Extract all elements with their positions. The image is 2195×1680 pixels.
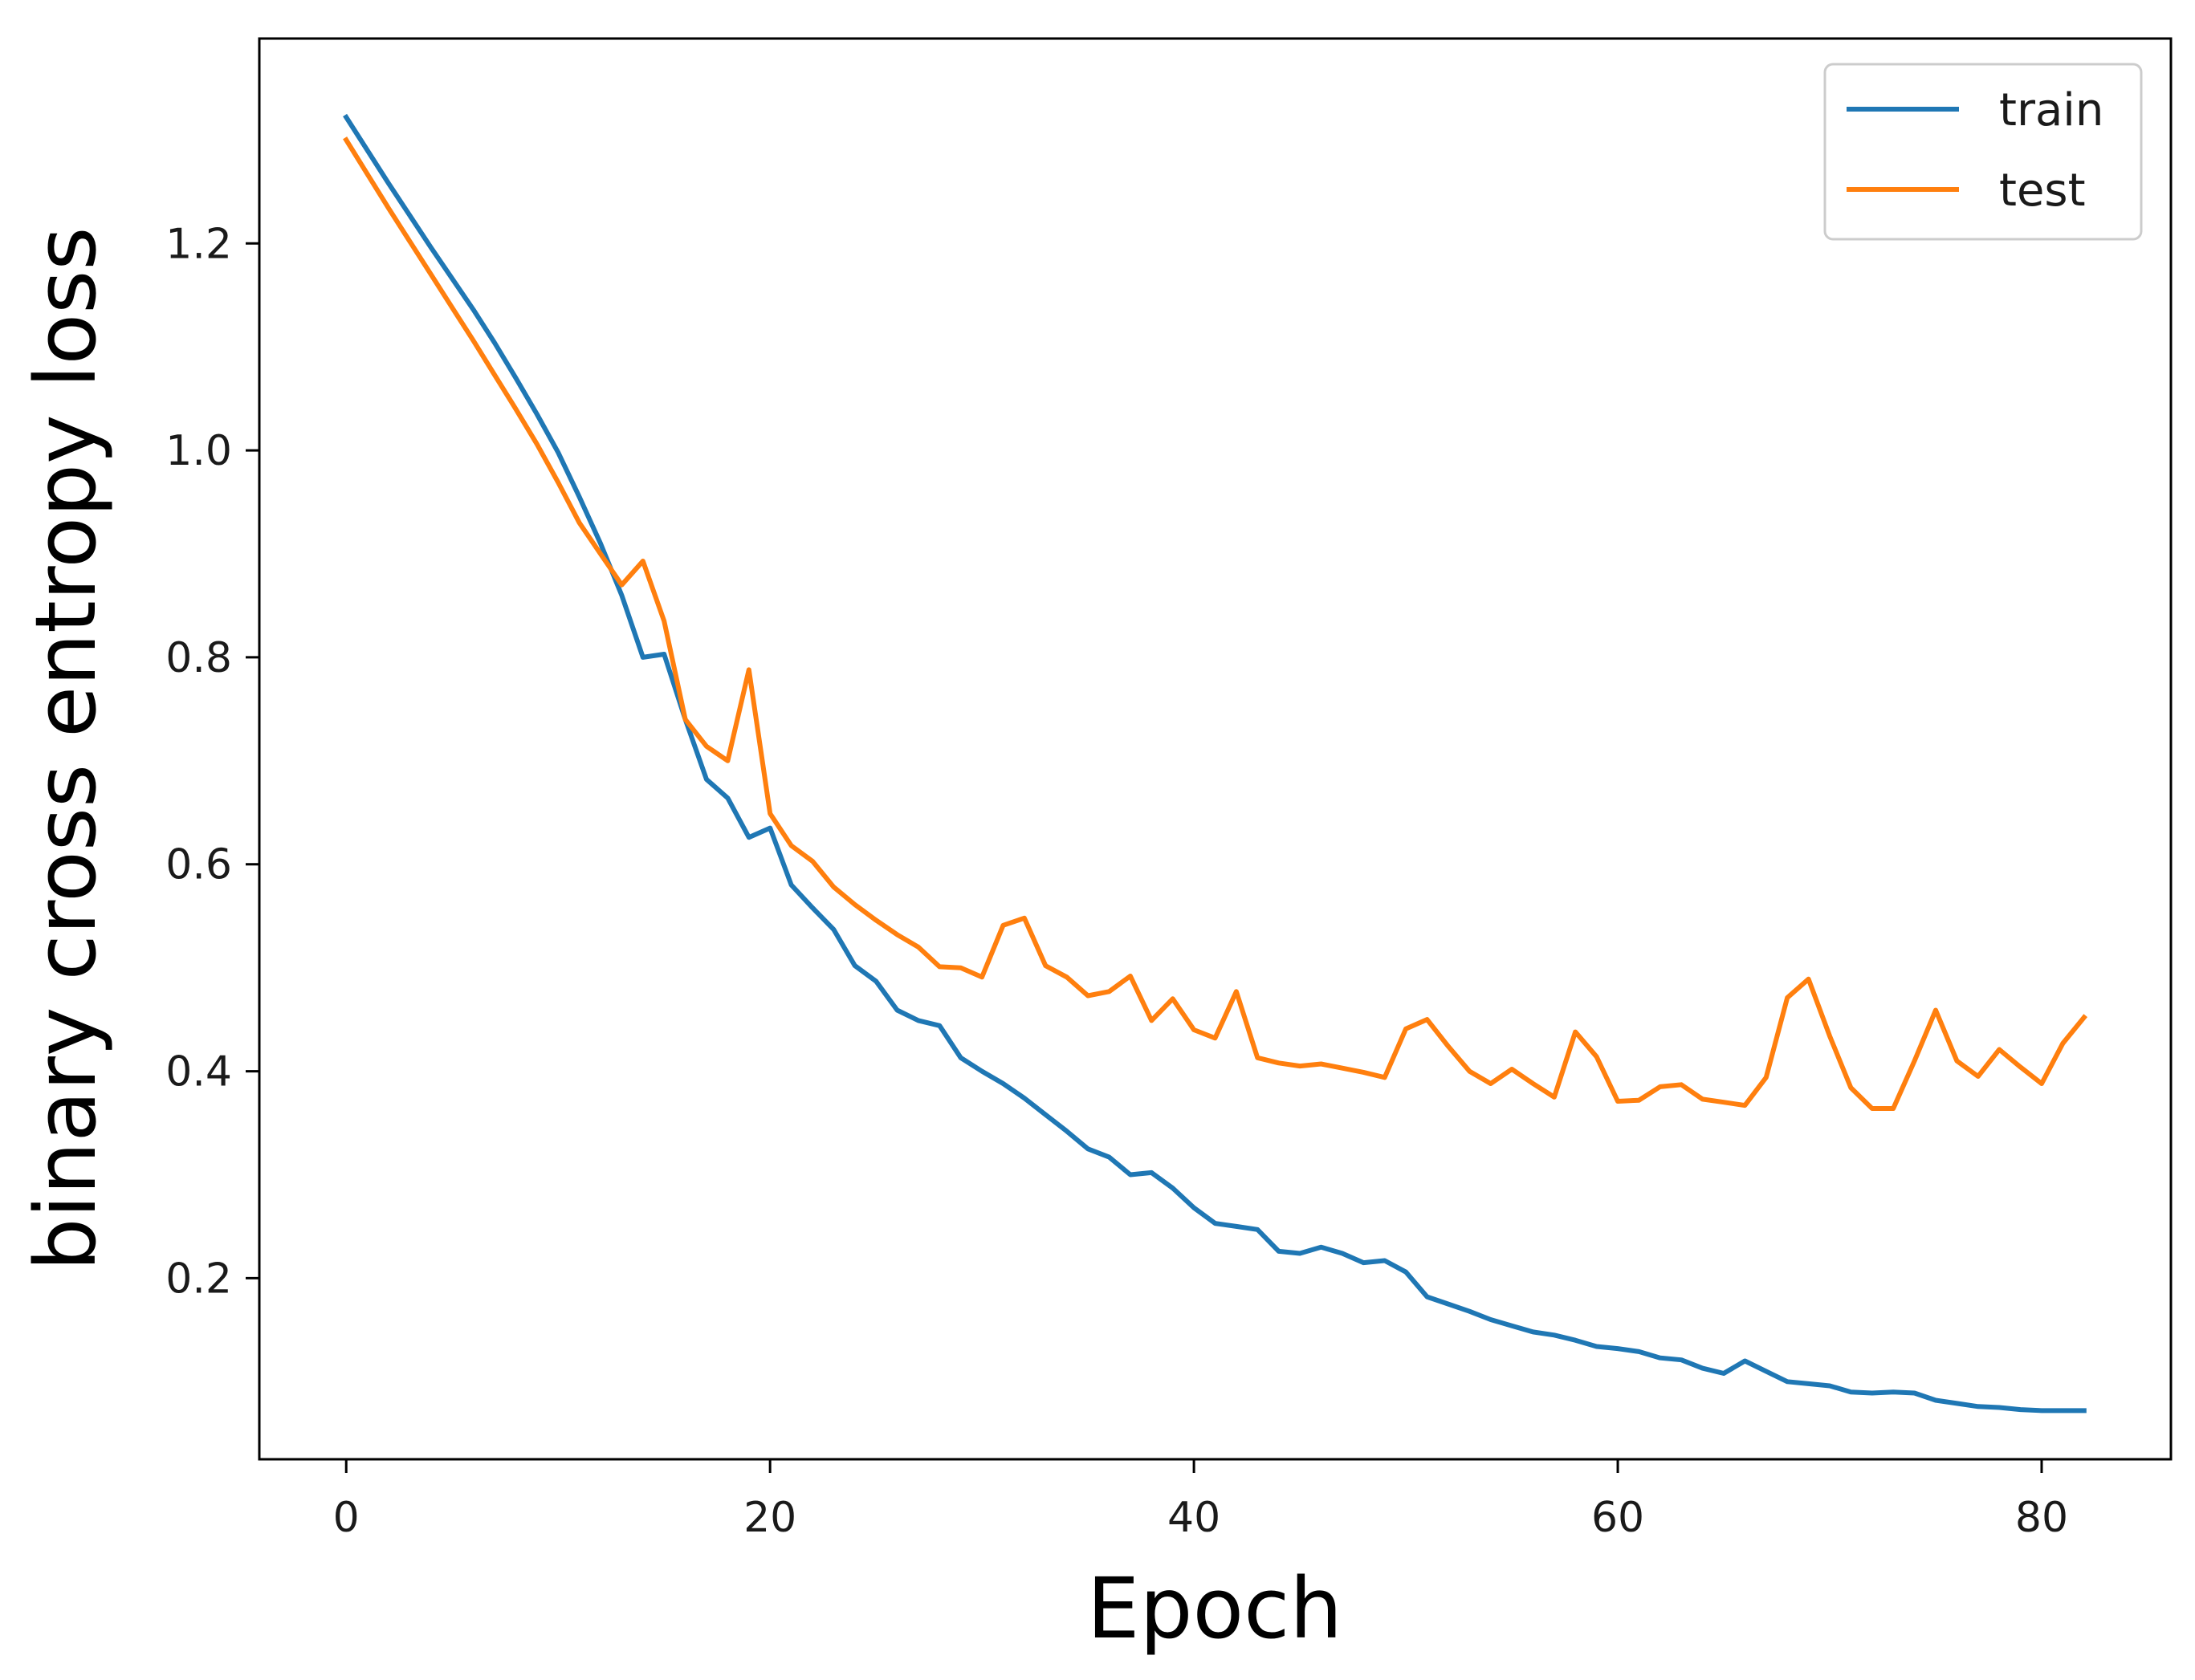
x-axis: 0 20 40 60 80 [333,1459,2068,1542]
y-tick-label: 0.8 [165,634,232,682]
y-tick-label: 1.0 [165,427,232,475]
series-line-test [343,136,2088,1111]
x-tick-label: 0 [333,1494,360,1542]
legend-label-train: train [1999,84,2103,136]
y-axis: 0.2 0.4 0.6 0.8 1.0 1.2 [165,220,259,1303]
x-tick-label: 40 [1167,1494,1220,1542]
x-tick-label: 80 [2015,1494,2068,1542]
series-layer [343,113,2088,1414]
legend-label-test: test [1999,165,2086,217]
x-tick-label: 60 [1591,1494,1644,1542]
y-tick-label: 0.6 [165,841,232,889]
plot-frame [258,37,2173,1461]
y-tick-label: 0.4 [165,1048,232,1096]
y-tick-label: 0.2 [165,1255,232,1303]
series-line-train [343,113,2087,1414]
y-tick-label: 1.2 [165,220,232,268]
x-tick-label: 20 [743,1494,796,1542]
x-axis-title: Epoch [1087,1560,1342,1658]
y-axis-title: binary cross entropy loss [17,227,115,1271]
legend: train test [1823,63,2143,241]
